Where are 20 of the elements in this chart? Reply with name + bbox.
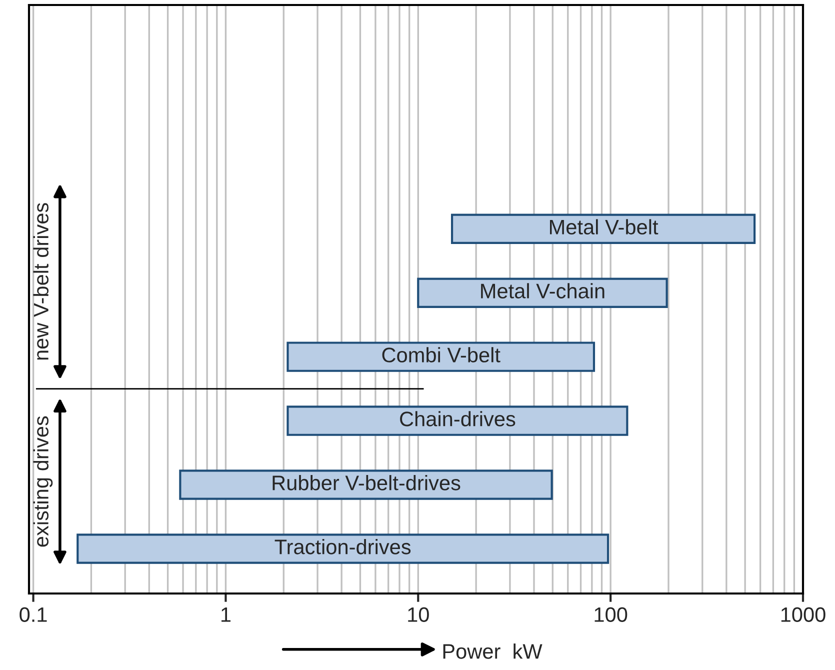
annotation: existing drives [33,416,53,547]
bar [450,214,756,244]
x-tick-label: 1 [222,607,230,622]
y-tick-label: Combi V-belt [382,347,500,362]
bar [179,470,553,500]
y-tick-label: Chain-drives [400,411,516,426]
annotation: new V-belt drives [33,203,49,360]
bar [286,342,596,372]
x-tick-label: 10 [408,607,429,622]
bar [286,406,628,436]
bar [417,278,668,308]
x-axis-title: Power kW [443,644,542,659]
x-tick-label: 1000 [781,607,826,622]
y-tick-label: Traction-drives [274,539,411,554]
y-tick-label: Metal V-belt [550,219,658,234]
x-tick-label: 0.1 [20,607,47,622]
y-tick-label: Metal V-chain [481,283,604,298]
y-tick-label: Rubber V-belt-drives [272,475,460,490]
x-tick-label: 100 [594,607,628,622]
bar [76,534,610,564]
